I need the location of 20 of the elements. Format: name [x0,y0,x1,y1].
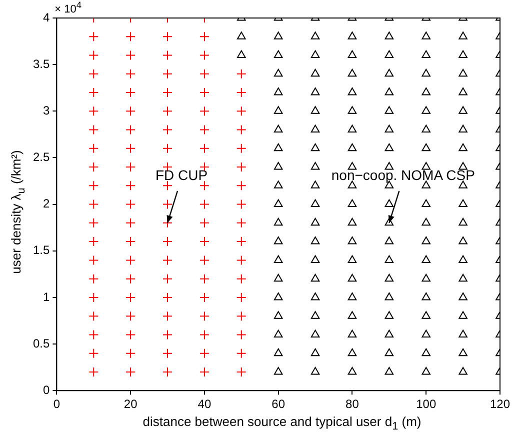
y-tick-label: 1 [42,290,50,304]
x-tick-label: 20 [124,397,138,412]
x-tick-label: 80 [346,397,360,412]
y-tick-label: 0.5 [32,336,50,350]
y-tick-label: 2.5 [32,150,50,164]
annotation: FD CUP [155,166,208,183]
y-tick-label: 3.5 [32,56,50,71]
annotation: non−coop. NOMA CSP [331,166,475,183]
y-tick-label: 4 [42,10,50,24]
x-axis-title: distance between source and typical user d$_{1}$ (m) [142,414,422,433]
x-tick-label: 100 [416,397,436,412]
x-tick-label: 60 [272,397,286,412]
y-tick-label: 0 [42,382,50,397]
x-tick-label: 40 [198,397,212,412]
y-tick-label: 3 [42,103,50,118]
x-tick-label: 0 [53,397,60,412]
x-tick-label: 120 [490,397,510,412]
y-tick-label: 2 [42,196,50,211]
y-tick-label: 1.5 [32,243,50,258]
text: × 10$^{4}$ [54,0,82,16]
